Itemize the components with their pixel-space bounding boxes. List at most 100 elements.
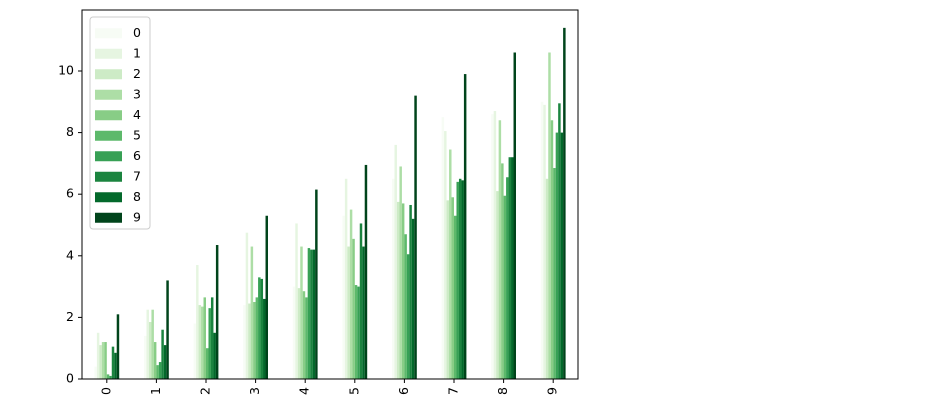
bar [158, 362, 162, 379]
bar [543, 104, 546, 380]
bar [302, 291, 306, 379]
bar [458, 178, 462, 379]
bar [357, 286, 360, 379]
bar [548, 52, 551, 379]
bar [146, 309, 149, 379]
bar [263, 298, 266, 379]
bar [99, 345, 102, 379]
bar [349, 209, 353, 379]
bar [362, 246, 365, 379]
legend-swatch [95, 192, 122, 203]
bar [310, 249, 313, 379]
bar [449, 149, 452, 379]
bar [250, 246, 254, 379]
bar [96, 332, 100, 379]
bar [394, 144, 397, 379]
bar [555, 132, 559, 379]
bar [414, 95, 417, 379]
bar [196, 265, 199, 379]
x-tick-label: 2 [198, 387, 213, 395]
bar [111, 346, 115, 379]
bar [444, 131, 447, 379]
bar [344, 178, 348, 379]
legend-swatch [95, 110, 122, 121]
legend-swatch [95, 48, 122, 59]
bar [553, 168, 556, 379]
legend-swatch [95, 69, 122, 80]
bar [153, 342, 157, 379]
bar [409, 204, 412, 379]
y-tick-label: 10 [58, 62, 74, 77]
bar [248, 303, 251, 379]
bar [213, 332, 216, 379]
bar [109, 375, 112, 379]
legend-label: 5 [133, 127, 141, 142]
x-tick-label: 3 [247, 387, 262, 395]
bar [508, 157, 512, 379]
bar [305, 297, 308, 379]
bar [563, 27, 566, 379]
bar [441, 117, 445, 379]
x-tick-label: 5 [346, 387, 361, 395]
bar [258, 277, 261, 379]
bar [401, 203, 405, 379]
bar [106, 374, 110, 379]
bar [392, 178, 395, 379]
bar [550, 120, 554, 379]
bar [506, 177, 509, 379]
bar [161, 329, 164, 379]
legend-label: 7 [133, 168, 141, 183]
x-tick-label: 6 [396, 387, 411, 395]
plot-frame [81, 9, 579, 380]
bar [354, 285, 358, 379]
bar [193, 323, 197, 379]
legend-label: 3 [133, 86, 141, 101]
bar [461, 180, 464, 379]
bar [463, 74, 467, 380]
legend-label: 9 [133, 209, 141, 224]
bar [503, 195, 507, 379]
bar [144, 335, 147, 379]
legend-swatch [95, 89, 122, 100]
bar [163, 345, 167, 379]
bar [210, 297, 214, 379]
bar [540, 101, 544, 380]
bar [300, 246, 303, 379]
bar [315, 189, 318, 379]
bar [406, 254, 410, 379]
bar [347, 246, 350, 379]
bar [342, 215, 345, 379]
bar [245, 232, 249, 379]
bar [451, 197, 454, 379]
bar [94, 366, 97, 379]
x-tick-label: 8 [495, 387, 510, 395]
bar [545, 178, 549, 379]
bar [253, 301, 256, 379]
bar [312, 249, 316, 379]
legend-label: 0 [133, 25, 141, 40]
bar [404, 234, 407, 379]
bar [496, 191, 499, 379]
bar [446, 200, 450, 379]
legend-label: 1 [133, 45, 141, 60]
bar [260, 278, 264, 379]
bar [292, 286, 296, 379]
bar [116, 314, 120, 379]
legend-label: 4 [133, 107, 141, 122]
bar [151, 309, 154, 379]
bar [265, 215, 268, 379]
y-tick-label: 6 [66, 186, 74, 201]
bar [114, 352, 117, 379]
bar [560, 132, 564, 379]
bar [198, 305, 202, 379]
y-tick-label: 8 [66, 124, 74, 139]
x-tick-label: 4 [297, 387, 312, 395]
bar [307, 248, 311, 379]
bar [399, 166, 402, 379]
y-tick-label: 2 [66, 309, 74, 324]
bar [454, 215, 457, 379]
legend-swatch [95, 212, 122, 223]
bar [101, 342, 105, 379]
x-tick-label: 7 [446, 387, 461, 395]
